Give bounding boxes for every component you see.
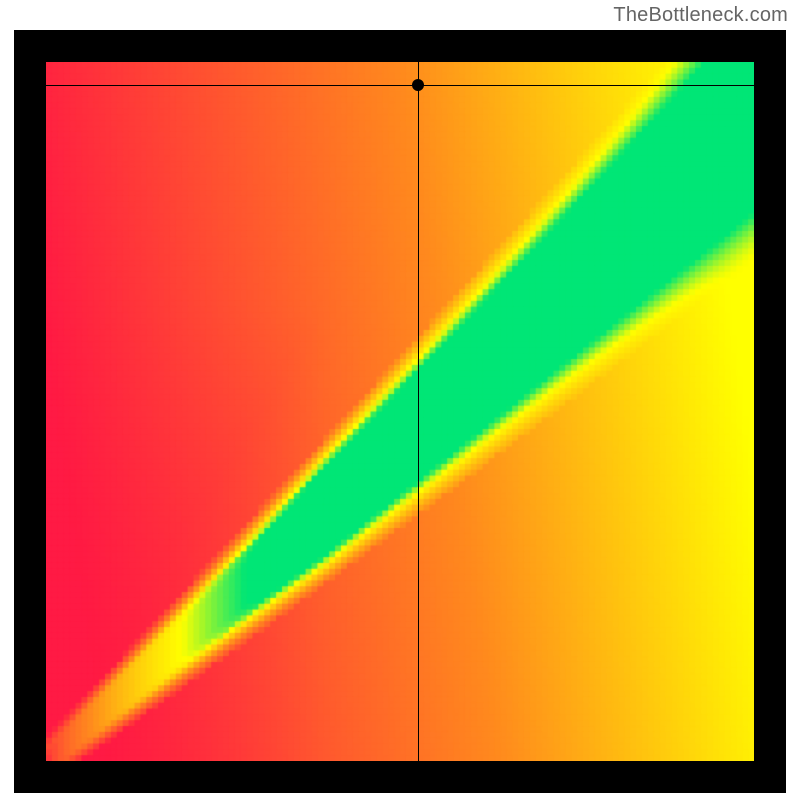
- frame-border-bottom: [14, 761, 786, 793]
- watermark-text: TheBottleneck.com: [613, 4, 788, 27]
- frame-border-right: [754, 30, 786, 793]
- frame-border-left: [14, 30, 46, 793]
- chart-container: TheBottleneck.com: [0, 0, 800, 800]
- heatmap-canvas: [46, 62, 754, 761]
- crosshair-vertical: [418, 62, 419, 761]
- crosshair-horizontal: [46, 85, 754, 86]
- frame-border-top: [14, 30, 786, 62]
